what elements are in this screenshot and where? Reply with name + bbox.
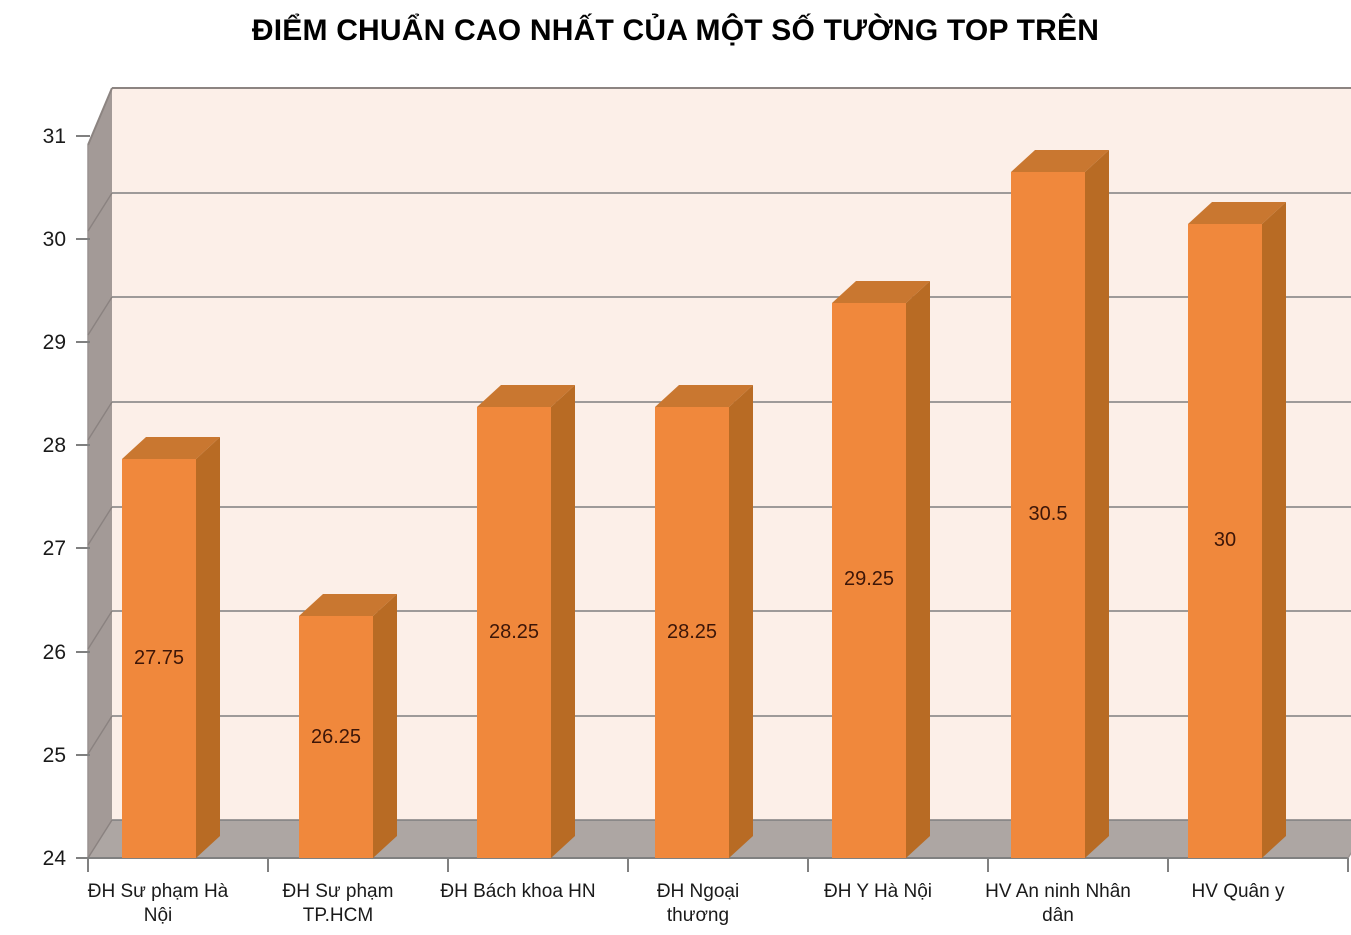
y-axis-ticks [76, 135, 90, 859]
bar-group[interactable]: 27.75 [122, 437, 220, 858]
bar-group[interactable]: 30 [1188, 202, 1286, 858]
bar-front-face [122, 459, 196, 858]
bar-group[interactable]: 28.25 [655, 385, 753, 858]
x-axis-tick-label: ĐH Sư phạm TP.HCM [283, 881, 394, 926]
x-axis-tick-label: ĐH Sư phạm Hà Nội [88, 881, 229, 926]
bar-front-face [477, 407, 551, 858]
y-axis-tick-label: 30 [43, 228, 66, 251]
y-axis-tick-label: 27 [43, 537, 66, 560]
x-label-line1: ĐH Sư phạm Hà [88, 881, 229, 902]
bar-top-face [477, 385, 575, 407]
bar-group[interactable]: 29.25 [832, 281, 930, 858]
bar-side-face [1262, 202, 1286, 858]
bar-side-face [1085, 150, 1109, 858]
y-axis-tick-label: 28 [43, 434, 66, 457]
bar-side-face [906, 281, 930, 858]
left-wall-top-edge [87, 87, 113, 146]
bar-top-face [832, 281, 930, 303]
x-label-line1: ĐH Bách khoa HN [440, 881, 595, 902]
x-axis-tick-label: ĐH Y Hà Nội [824, 881, 932, 902]
x-axis-tick-label: ĐH Bách khoa HN [440, 881, 595, 902]
y-axis: 31 30 29 28 27 26 25 24 [43, 125, 90, 870]
x-axis-tick-label: HV An ninh Nhân dân [985, 881, 1131, 926]
x-label-line1: ĐH Ngoại [657, 881, 739, 902]
y-axis-tick-label: 24 [43, 847, 67, 870]
bar-front-face [1188, 224, 1262, 858]
x-label-line2: dân [1042, 905, 1074, 926]
x-label-line2: Nội [144, 905, 173, 926]
x-label-line2: TP.HCM [303, 905, 373, 926]
bar-front-face [1011, 172, 1085, 858]
plot-left-wall [88, 88, 112, 858]
x-label-line1: HV An ninh Nhân [985, 881, 1131, 902]
bar-value-label: 30.5 [1029, 503, 1068, 525]
x-axis-tick-label: ĐH Ngoại thương [657, 881, 739, 926]
bar-front-face [832, 303, 906, 858]
bar-group[interactable]: 26.25 [299, 594, 397, 858]
x-label-line2: thương [667, 905, 729, 926]
bar-front-face [299, 616, 373, 858]
bar-group[interactable]: 30.5 [1011, 150, 1109, 858]
x-axis: ĐH Sư phạm Hà Nội ĐH Sư phạm TP.HCM ĐH B… [87, 858, 1349, 926]
bar-front-face [655, 407, 729, 858]
bar-value-label: 26.25 [311, 726, 361, 748]
x-axis-ticks [87, 858, 1349, 872]
bar-top-face [1188, 202, 1286, 224]
y-axis-tick-label: 26 [43, 641, 66, 664]
bar-group[interactable]: 28.25 [477, 385, 575, 858]
x-label-line1: ĐH Y Hà Nội [824, 881, 932, 902]
bar-top-face [1011, 150, 1109, 172]
gridlines-sidewall [87, 192, 113, 859]
bar-value-label: 27.75 [134, 647, 184, 669]
bar-side-face [551, 385, 575, 858]
chart-3d-scene: 27.75 26.25 28.25 28.25 [43, 87, 1351, 926]
bar-side-face [729, 385, 753, 858]
y-axis-tick-label: 25 [43, 744, 66, 767]
bar-value-label: 29.25 [844, 568, 894, 590]
bar-value-label: 28.25 [667, 621, 717, 643]
bar-top-face [299, 594, 397, 616]
x-axis-tick-label: HV Quân y [1192, 881, 1285, 902]
x-label-line1: HV Quân y [1192, 881, 1285, 902]
bar-top-face [655, 385, 753, 407]
bar-side-face [373, 594, 397, 858]
x-label-line1: ĐH Sư phạm [283, 881, 394, 902]
chart-title: ĐIỂM CHUẨN CAO NHẤT CỦA MỘT SỐ TƯỜNG TOP… [251, 14, 1100, 47]
y-axis-tick-label: 29 [43, 331, 66, 354]
bar-value-label: 28.25 [489, 621, 539, 643]
bar-side-face [196, 437, 220, 858]
bar-top-face [122, 437, 220, 459]
y-axis-tick-label: 31 [43, 125, 66, 148]
bar-value-label: 30 [1214, 529, 1236, 551]
